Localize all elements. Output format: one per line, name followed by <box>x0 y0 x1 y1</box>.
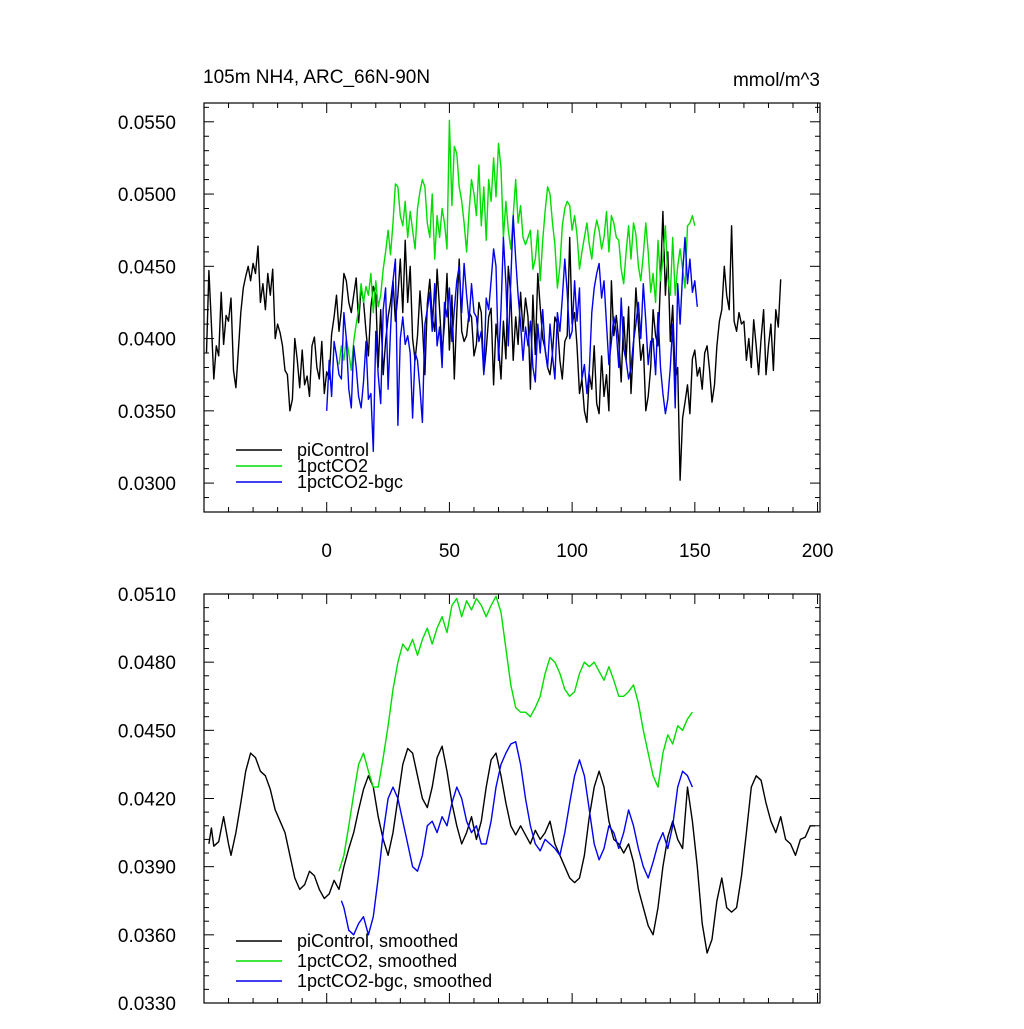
series-line-picontrol <box>205 210 782 481</box>
chart-title: 105m NH4, ARC_66N-90N <box>203 67 430 88</box>
x-tick-label: 50 <box>439 541 460 562</box>
series-line-1pctco2 <box>338 595 693 872</box>
x-tick-label: 150 <box>679 541 711 562</box>
y-tick-label: 0.0400 <box>118 330 176 351</box>
y-tick-label: 0.0360 <box>118 926 176 947</box>
y-tick-label: 0.0550 <box>118 113 176 134</box>
legend-label: 1pctCO2-bgc, smoothed <box>297 971 492 991</box>
y-tick-label: 0.0450 <box>118 257 176 278</box>
x-tick-label: 0 <box>321 541 332 562</box>
x-tick-label: 200 <box>802 541 834 562</box>
legend-label: 1pctCO2-bgc <box>297 472 403 492</box>
y-tick-label: 0.0300 <box>118 474 176 495</box>
legend-label: 1pctCO2 <box>297 456 368 476</box>
y-tick-label: 0.0510 <box>118 585 176 606</box>
y-tick-label: 0.0480 <box>118 653 176 674</box>
y-tick-label: 0.0350 <box>118 402 176 423</box>
series-line-1pctco2 <box>338 119 696 372</box>
units-label: mmol/m^3 <box>733 70 820 91</box>
series-line-picontrol <box>208 745 816 954</box>
top-panel: 0.0300 0.0350 0.0400 0.0450 0.0500 0.0550 0 50 1… <box>118 102 834 562</box>
y-tick-label: 0.0450 <box>118 721 176 742</box>
legend-label: piControl <box>297 440 369 460</box>
series-line-1pctco2-bgc <box>326 214 698 452</box>
plot-frame <box>203 102 821 513</box>
y-tick-label: 0.0330 <box>118 994 176 1015</box>
bottom-panel: 0.0330 0.0360 0.0390 0.0420 0.0450 0.0480 0.05… <box>118 585 821 1015</box>
y-tick-label: 0.0420 <box>118 790 176 811</box>
series-line-1pctco2-bgc <box>340 741 694 936</box>
x-tick-label: 100 <box>556 541 588 562</box>
legend-label: piControl, smoothed <box>297 931 458 951</box>
y-tick-label: 0.0500 <box>118 185 176 206</box>
y-tick-label: 0.0390 <box>118 858 176 879</box>
legend-label: 1pctCO2, smoothed <box>297 951 457 971</box>
